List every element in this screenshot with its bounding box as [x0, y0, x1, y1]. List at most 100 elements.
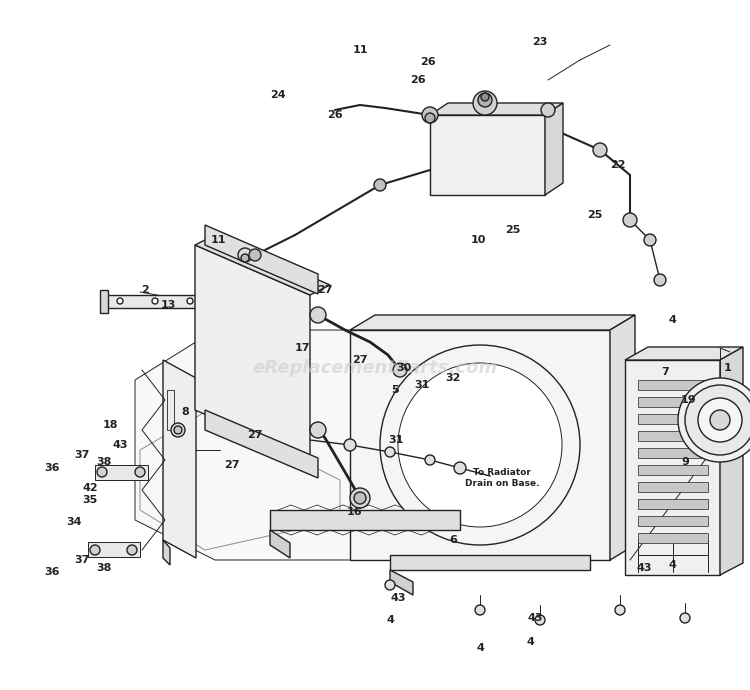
- Bar: [638, 533, 708, 543]
- Circle shape: [380, 345, 580, 545]
- Circle shape: [385, 447, 395, 457]
- Polygon shape: [720, 347, 743, 575]
- Circle shape: [685, 385, 750, 455]
- Circle shape: [680, 613, 690, 623]
- Circle shape: [152, 298, 158, 304]
- Text: 32: 32: [446, 373, 460, 383]
- Circle shape: [90, 545, 100, 555]
- Text: 11: 11: [352, 45, 368, 55]
- Polygon shape: [140, 412, 340, 550]
- Polygon shape: [625, 347, 743, 360]
- Text: 42: 42: [82, 483, 98, 493]
- Text: 8: 8: [182, 407, 189, 417]
- Circle shape: [350, 488, 370, 508]
- Bar: [638, 482, 708, 492]
- Circle shape: [541, 103, 555, 117]
- Text: 30: 30: [396, 363, 412, 373]
- Circle shape: [344, 439, 356, 451]
- Polygon shape: [270, 510, 460, 530]
- Circle shape: [425, 455, 435, 465]
- Circle shape: [535, 615, 545, 625]
- Text: 10: 10: [470, 235, 486, 245]
- Polygon shape: [95, 465, 148, 480]
- Text: 38: 38: [96, 457, 112, 467]
- Circle shape: [593, 143, 607, 157]
- Text: 26: 26: [420, 57, 436, 67]
- Circle shape: [644, 234, 656, 246]
- Circle shape: [238, 248, 252, 262]
- Circle shape: [187, 298, 193, 304]
- Circle shape: [398, 363, 562, 527]
- Text: 43: 43: [527, 613, 543, 623]
- Text: 36: 36: [44, 463, 60, 473]
- Text: 27: 27: [317, 285, 333, 295]
- Polygon shape: [100, 290, 108, 313]
- Polygon shape: [350, 330, 610, 560]
- Text: 43: 43: [112, 440, 128, 450]
- Text: 7: 7: [662, 367, 669, 377]
- Text: 35: 35: [82, 495, 98, 505]
- Text: 38: 38: [96, 563, 112, 573]
- Polygon shape: [88, 542, 140, 557]
- Text: 18: 18: [102, 420, 118, 430]
- Text: 34: 34: [66, 517, 82, 527]
- Circle shape: [97, 467, 107, 477]
- Text: 5: 5: [392, 385, 399, 395]
- Polygon shape: [205, 225, 318, 294]
- Text: 25: 25: [506, 225, 520, 235]
- Circle shape: [374, 179, 386, 191]
- Polygon shape: [135, 330, 640, 560]
- Bar: [638, 499, 708, 509]
- Text: 37: 37: [74, 555, 90, 565]
- Circle shape: [475, 605, 485, 615]
- Circle shape: [117, 298, 123, 304]
- Text: 37: 37: [74, 450, 90, 460]
- Text: 26: 26: [410, 75, 426, 85]
- Text: 24: 24: [270, 90, 286, 100]
- Text: 4: 4: [476, 643, 484, 653]
- Text: 4: 4: [386, 615, 394, 625]
- Text: 27: 27: [224, 460, 240, 470]
- Text: 31: 31: [414, 380, 430, 390]
- Text: 9: 9: [681, 457, 689, 467]
- Text: 27: 27: [352, 355, 368, 365]
- Polygon shape: [167, 390, 174, 430]
- Text: 26: 26: [327, 110, 343, 120]
- Text: 22: 22: [610, 160, 626, 170]
- Circle shape: [171, 423, 185, 437]
- Circle shape: [425, 113, 435, 123]
- Text: eReplacementParts.com: eReplacementParts.com: [253, 359, 497, 377]
- Text: 2: 2: [141, 285, 148, 295]
- Text: 19: 19: [680, 395, 696, 405]
- Text: 16: 16: [347, 507, 363, 517]
- Circle shape: [478, 93, 492, 107]
- Text: 43: 43: [390, 593, 406, 603]
- Circle shape: [454, 462, 466, 474]
- Polygon shape: [163, 360, 196, 558]
- Circle shape: [310, 307, 326, 323]
- Circle shape: [354, 492, 366, 504]
- Text: 11: 11: [210, 235, 226, 245]
- Circle shape: [481, 93, 489, 101]
- Polygon shape: [195, 245, 310, 460]
- Circle shape: [393, 363, 407, 377]
- Circle shape: [241, 254, 249, 262]
- Bar: [638, 516, 708, 526]
- Polygon shape: [390, 555, 590, 570]
- Polygon shape: [195, 235, 330, 295]
- Text: To Radiator
Drain on Base.: To Radiator Drain on Base.: [465, 469, 539, 488]
- Text: 1: 1: [724, 363, 732, 373]
- Text: 25: 25: [587, 210, 603, 220]
- Text: 23: 23: [532, 37, 548, 47]
- Text: 4: 4: [668, 560, 676, 570]
- Circle shape: [678, 378, 750, 462]
- Bar: [638, 431, 708, 441]
- Polygon shape: [390, 570, 413, 595]
- Bar: [638, 414, 708, 424]
- Circle shape: [174, 426, 182, 434]
- Circle shape: [127, 545, 137, 555]
- Circle shape: [310, 422, 326, 438]
- Polygon shape: [430, 103, 563, 115]
- Circle shape: [473, 91, 497, 115]
- Text: 4: 4: [668, 315, 676, 325]
